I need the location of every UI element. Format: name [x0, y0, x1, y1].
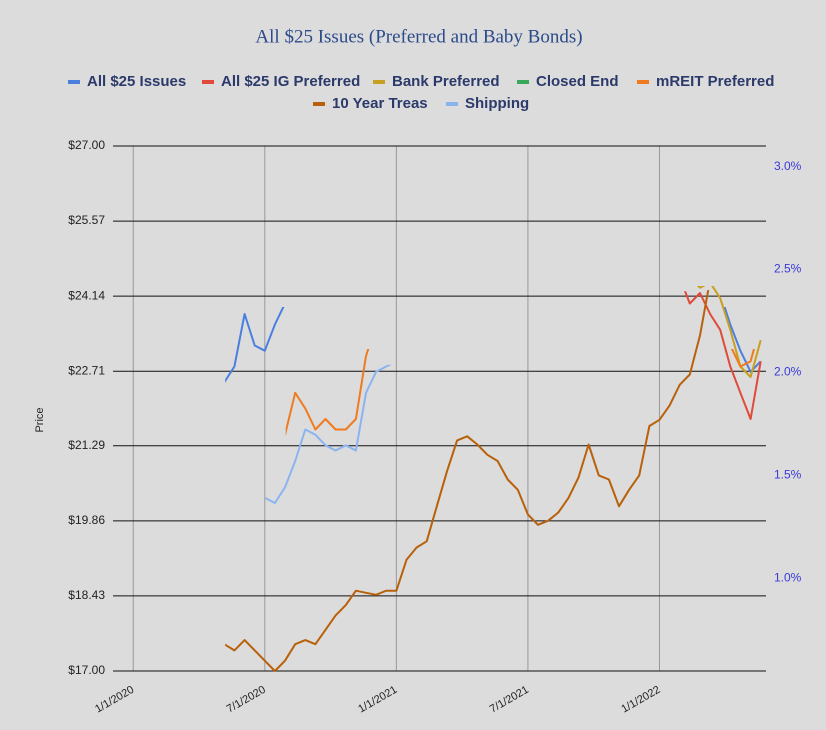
y-tick-label: $17.00 [68, 663, 105, 677]
y-tick-label: $19.86 [68, 513, 105, 527]
y2-tick-label: 2.0% [774, 365, 802, 379]
y2-tick-label: 1.0% [774, 571, 802, 585]
chart-title: All $25 Issues (Preferred and Baby Bonds… [255, 26, 582, 47]
legend-label: All $25 Issues [87, 73, 186, 90]
y-tick-label: $22.71 [68, 363, 105, 377]
legend-label: Bank Preferred [392, 73, 500, 90]
legend-label: Closed End [536, 73, 619, 90]
y2-tick-label: 2.5% [774, 262, 802, 276]
y-axis-label: Price [34, 407, 46, 432]
legend-label: 10 Year Treas [332, 95, 428, 112]
y-tick-label: $18.43 [68, 588, 105, 602]
y-tick-label: $24.14 [68, 288, 105, 302]
legend-label: Shipping [465, 95, 529, 112]
legend-label: mREIT Preferred [656, 73, 774, 90]
y-tick-label: $27.00 [68, 138, 105, 152]
y-tick-label: $21.29 [68, 438, 105, 452]
y2-tick-label: 1.5% [774, 468, 802, 482]
y-tick-label: $25.57 [68, 213, 105, 227]
legend-label: All $25 IG Preferred [221, 73, 360, 90]
y2-tick-label: 3.0% [774, 159, 802, 173]
